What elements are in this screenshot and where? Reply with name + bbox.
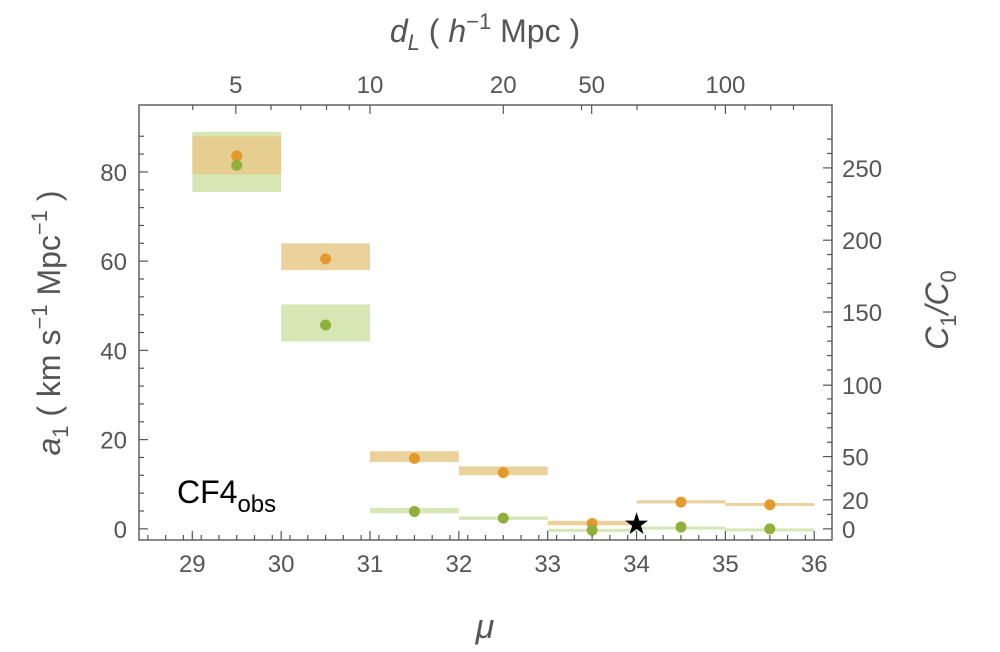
orange-point-2 xyxy=(408,452,420,464)
y-left-mid: Mpc xyxy=(31,235,67,304)
data-points xyxy=(231,150,776,536)
green-point-2 xyxy=(408,505,420,517)
top-axis-d: d xyxy=(390,13,409,49)
top-tick-label-10: 10 xyxy=(357,72,384,99)
y-left-tick-label-60: 60 xyxy=(100,249,127,276)
x-tick-label-31: 31 xyxy=(357,551,384,578)
annotation-label: CF4obs xyxy=(177,474,276,518)
y-axis-title-right: C1/C0 xyxy=(919,270,961,350)
x-tick-label-34: 34 xyxy=(623,551,650,578)
y-left-pre: ( km s xyxy=(31,330,67,426)
top-axis-h: h xyxy=(448,13,466,49)
annotation-sub: obs xyxy=(237,491,276,518)
y-right-tick-label-100: 100 xyxy=(842,373,882,400)
y-right-tick-label-250: 250 xyxy=(842,156,882,183)
x-tick-label-29: 29 xyxy=(179,551,206,578)
green-point-4 xyxy=(586,524,598,536)
annotation-main: CF4 xyxy=(177,474,237,510)
axis-ticks xyxy=(139,105,832,540)
top-axis-sub: L xyxy=(408,30,420,55)
green-point-1 xyxy=(320,319,332,331)
y-left-tick-label-20: 20 xyxy=(100,428,127,455)
top-axis-pre: ( xyxy=(420,13,448,49)
top-tick-label-100: 100 xyxy=(705,72,745,99)
y-left-tick-label-0: 0 xyxy=(114,517,127,544)
y-left-tick-label-80: 80 xyxy=(100,160,127,187)
green-point-5 xyxy=(675,521,687,533)
star-marker: ★ xyxy=(623,507,650,542)
y-right-tick-label-50: 50 xyxy=(842,445,869,472)
green-point-6 xyxy=(764,523,776,535)
y-left-sup2: −1 xyxy=(27,210,52,235)
orange-point-5 xyxy=(675,496,687,508)
x-tick-label-32: 32 xyxy=(445,551,472,578)
x-tick-label-33: 33 xyxy=(534,551,561,578)
y-right-slash: /C xyxy=(919,282,955,317)
y-right-sub0: 0 xyxy=(936,270,961,282)
y-left-sub: 1 xyxy=(48,426,73,438)
top-axis-post: Mpc ) xyxy=(491,13,580,49)
x-tick-label-36: 36 xyxy=(801,551,828,578)
y-left-tick-label-40: 40 xyxy=(100,338,127,365)
y-right-tick-label-20: 20 xyxy=(842,488,869,515)
x-tick-label-30: 30 xyxy=(268,551,295,578)
top-tick-label-20: 20 xyxy=(490,72,517,99)
y-right-c: C xyxy=(919,326,955,350)
y-axis-title-left: a1 ( km s−1 Mpc−1 ) xyxy=(27,190,73,455)
y-left-a: a xyxy=(31,438,67,456)
y-right-sub1: 1 xyxy=(936,314,961,326)
top-tick-label-50: 50 xyxy=(578,72,605,99)
x-tick-label-35: 35 xyxy=(712,551,739,578)
green-point-3 xyxy=(497,512,509,524)
y-right-tick-label-200: 200 xyxy=(842,228,882,255)
x-axis-title: μ xyxy=(475,608,495,646)
orange-point-6 xyxy=(764,499,776,511)
y-right-tick-label-150: 150 xyxy=(842,300,882,327)
y-right-tick-label-0: 0 xyxy=(842,517,855,544)
y-left-post: ) xyxy=(31,190,67,210)
green-point-0 xyxy=(231,159,243,171)
orange-point-0 xyxy=(231,150,243,162)
top-axis-title: dL ( h−1 Mpc ) xyxy=(390,9,580,55)
y-left-sup1: −1 xyxy=(27,304,52,329)
orange-point-3 xyxy=(497,467,509,479)
top-tick-label-5: 5 xyxy=(229,72,242,99)
orange-point-1 xyxy=(320,253,332,265)
top-axis-sup: −1 xyxy=(466,9,491,34)
tick-labels: 29 30 31 32 33 34 35 36020406080020501001502002… xyxy=(100,72,882,578)
